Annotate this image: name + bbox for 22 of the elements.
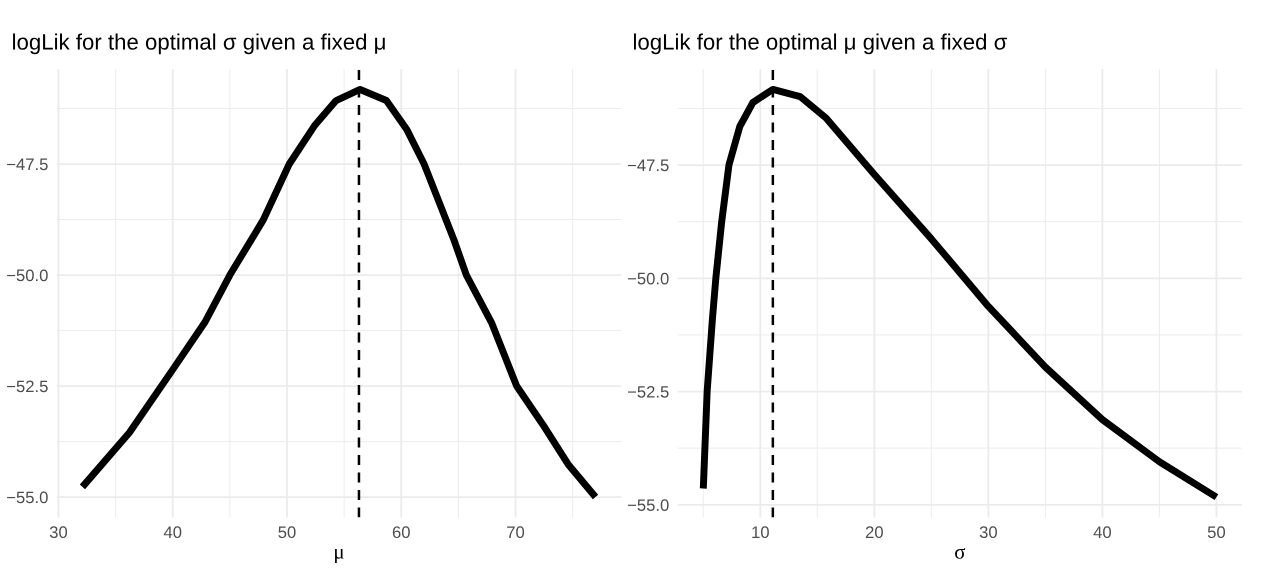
y-tick-label: −50.0: [7, 269, 48, 282]
y-tick-label: −55.0: [627, 499, 669, 512]
y-tick-label: −50.0: [627, 272, 669, 285]
x-tick-label: 40: [1093, 526, 1112, 539]
x-tick-label: 60: [392, 526, 410, 539]
chart-title: logLik for the optimal σ given a fixed μ: [13, 33, 385, 55]
x-axis-title: σ: [955, 547, 966, 559]
x-tick-label: 70: [507, 526, 525, 539]
x-axis-title: μ: [335, 549, 344, 564]
x-tick-label: 10: [752, 526, 769, 539]
chart-title: logLik for the optimal μ given a fixed σ: [633, 33, 1007, 55]
y-tick-label: −55.0: [7, 491, 48, 504]
x-tick-label: 40: [163, 526, 182, 539]
x-tick-label: 30: [979, 526, 997, 539]
y-tick-label: −47.5: [7, 158, 48, 171]
x-tick-label: 50: [1207, 526, 1226, 539]
y-tick-label: −52.5: [627, 385, 669, 398]
x-tick-label: 50: [278, 526, 296, 539]
x-tick-label: 30: [49, 526, 68, 539]
y-tick-label: −52.5: [7, 380, 48, 393]
y-tick-label: −47.5: [627, 159, 669, 172]
x-tick-label: 20: [865, 526, 883, 539]
